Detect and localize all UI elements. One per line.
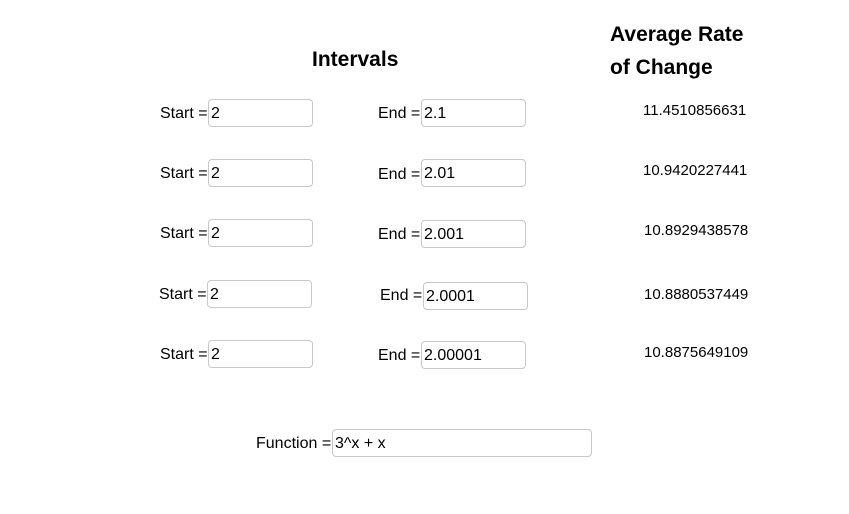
start-input-4[interactable] [207, 280, 312, 308]
start-input-1[interactable] [208, 99, 313, 127]
rate-value-5: 10.8875649109 [644, 344, 749, 361]
end-input-2[interactable] [421, 159, 526, 187]
function-label: Function = [256, 435, 332, 452]
start-input-3[interactable] [208, 219, 313, 247]
rate-value-3: 10.8929438578 [644, 222, 749, 239]
end-label: End = [378, 347, 421, 364]
start-input-2[interactable] [208, 159, 313, 187]
start-label: Start = [160, 165, 208, 182]
end-input-3[interactable] [421, 220, 526, 248]
end-input-5[interactable] [421, 341, 526, 369]
start-input-5[interactable] [208, 340, 313, 368]
rate-value-2: 10.9420227441 [643, 162, 748, 179]
end-input-1[interactable] [421, 99, 526, 127]
start-label: Start = [160, 105, 208, 122]
end-label: End = [380, 287, 423, 304]
start-label: Start = [159, 286, 207, 303]
start-label: Start = [160, 225, 208, 242]
end-label: End = [378, 105, 421, 122]
function-input[interactable] [332, 429, 592, 457]
end-input-4[interactable] [423, 282, 528, 310]
start-label: Start = [160, 346, 208, 363]
end-label: End = [378, 166, 421, 183]
intervals-heading: Intervals [312, 48, 399, 71]
rate-heading-line2: of Change [610, 56, 713, 79]
rate-heading-line1: Average Rate [610, 23, 744, 46]
rate-value-4: 10.8880537449 [644, 286, 749, 303]
rate-value-1: 11.4510856631 [643, 102, 747, 119]
end-label: End = [378, 226, 421, 243]
